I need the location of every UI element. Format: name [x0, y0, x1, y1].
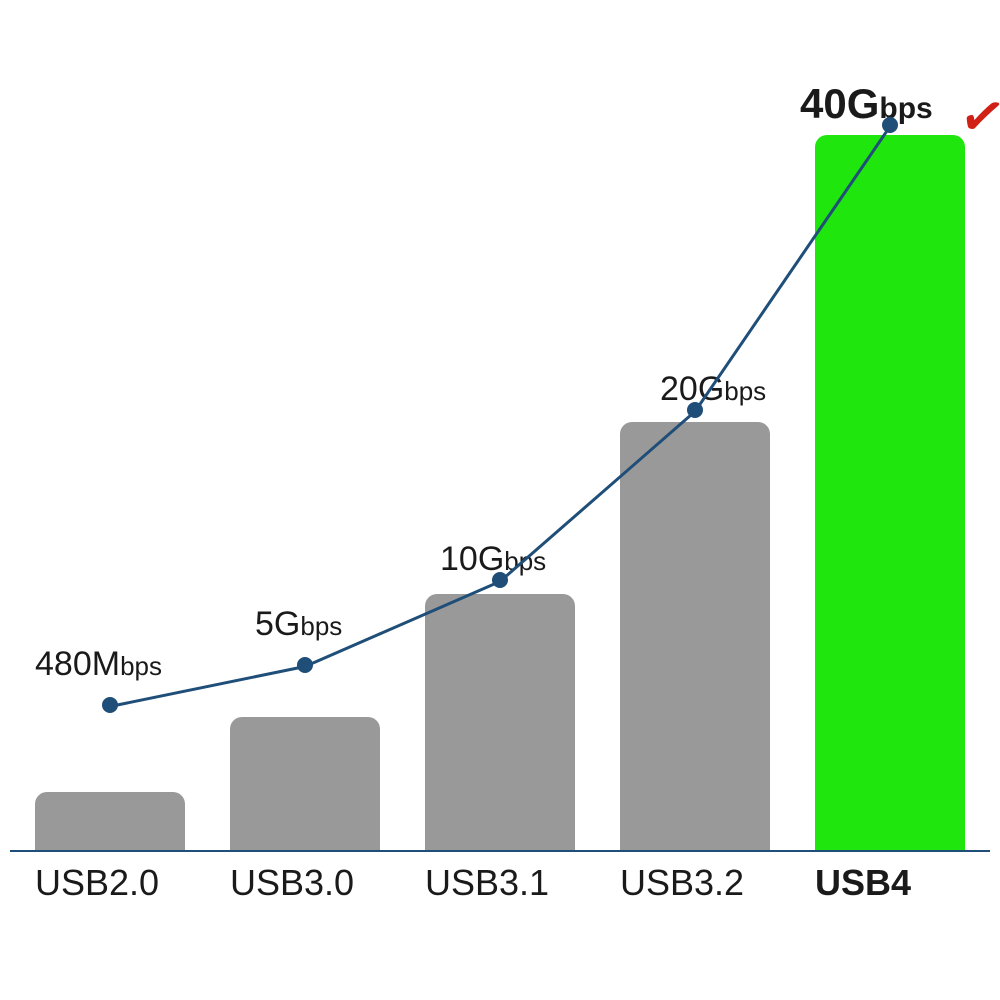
marker-usb31 — [492, 572, 508, 588]
bar-usb32 — [620, 422, 770, 850]
bar-usb30 — [230, 717, 380, 850]
xlabel-usb20: USB2.0 — [35, 862, 159, 904]
xlabel-usb4: USB4 — [815, 862, 911, 904]
marker-usb30 — [297, 657, 313, 673]
value-label-usb4: 40Gbps — [800, 80, 933, 128]
usb-speed-chart: USB2.0 480Mbps USB3.0 5Gbps USB3.1 10Gbps USB3… — [0, 0, 1000, 1000]
bar-usb31 — [425, 594, 575, 850]
checkmark-icon: ✓ — [955, 82, 1000, 152]
xlabel-usb31: USB3.1 — [425, 862, 549, 904]
x-axis-baseline — [10, 850, 990, 852]
marker-usb20 — [102, 697, 118, 713]
value-label-usb20: 480Mbps — [35, 645, 162, 684]
bar-usb20 — [35, 792, 185, 850]
value-label-usb32: 20Gbps — [660, 370, 766, 409]
xlabel-usb32: USB3.2 — [620, 862, 744, 904]
value-label-usb31: 10Gbps — [440, 540, 546, 579]
value-label-usb30: 5Gbps — [255, 605, 342, 644]
marker-usb4 — [882, 117, 898, 133]
xlabel-usb30: USB3.0 — [230, 862, 354, 904]
marker-usb32 — [687, 402, 703, 418]
bar-usb4 — [815, 135, 965, 850]
